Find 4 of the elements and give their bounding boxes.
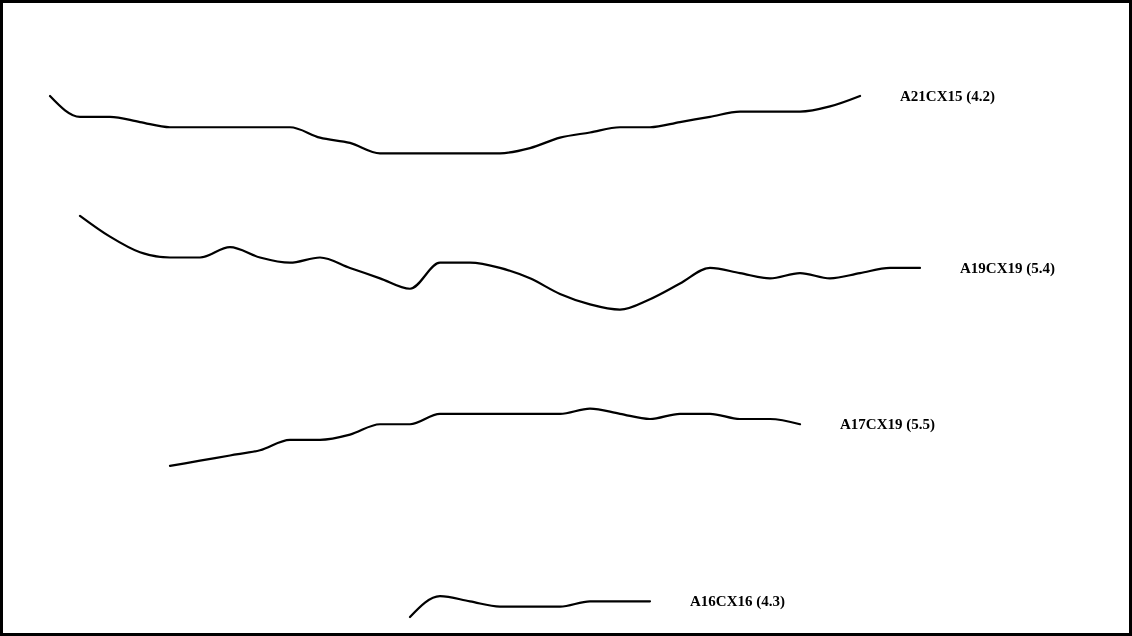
text: A19CX19 (5.4) bbox=[960, 259, 1055, 277]
text: A17CX19 (5.5) bbox=[840, 416, 935, 434]
text: A21CX15 (4.2) bbox=[900, 88, 995, 105]
text: A16CX16 (4.3) bbox=[690, 593, 785, 611]
